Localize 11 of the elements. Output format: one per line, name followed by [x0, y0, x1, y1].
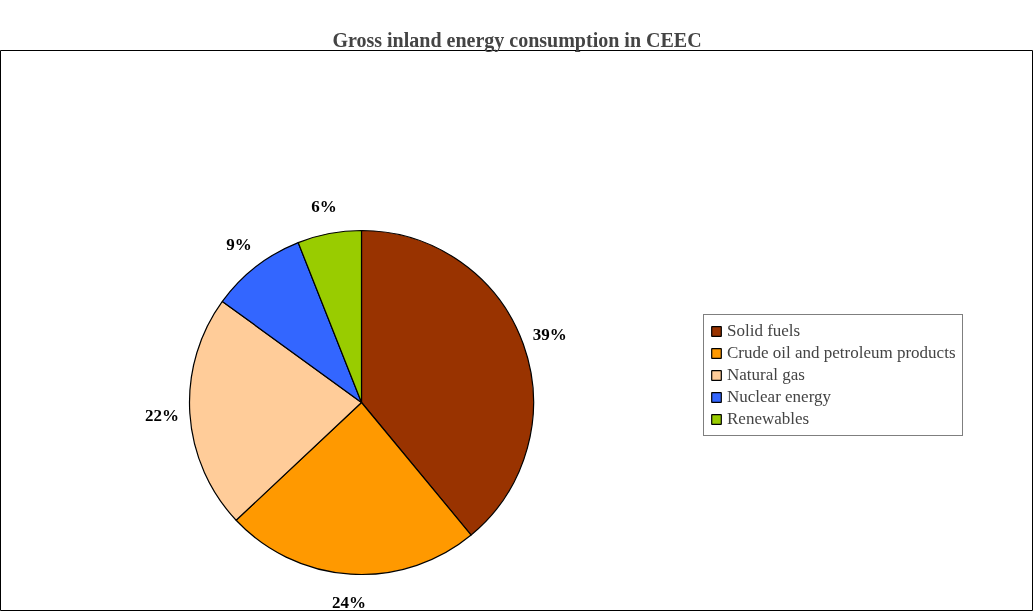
data-label: 22%: [144, 405, 179, 425]
legend-label: Crude oil and petroleum products: [727, 343, 956, 363]
legend-label: Nuclear energy: [727, 387, 831, 407]
legend-label: Solid fuels: [727, 321, 801, 341]
data-label: 6%: [311, 196, 337, 216]
data-label: 39%: [532, 325, 567, 345]
data-label: 9%: [226, 234, 252, 254]
legend-label: Natural gas: [727, 365, 805, 385]
data-label: 24%: [331, 592, 366, 611]
legend-label: Renewables: [727, 409, 810, 429]
chart-title: Gross inland energy consumption in CEEC: [332, 28, 702, 52]
